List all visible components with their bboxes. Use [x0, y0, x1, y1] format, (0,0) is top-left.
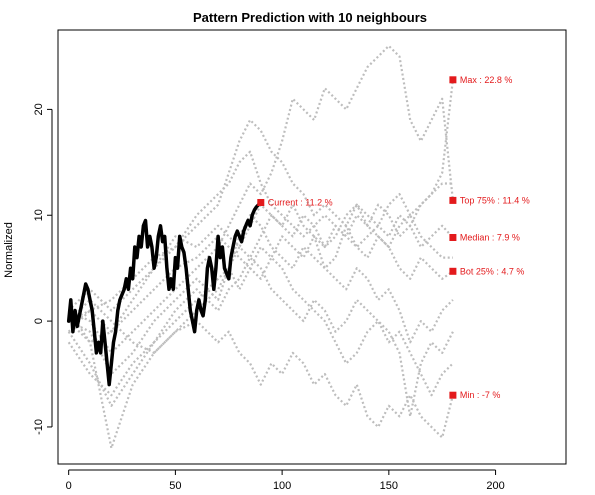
annotation-marker-4: [449, 234, 457, 241]
y-tick-label-20: 20: [33, 103, 45, 115]
chart-title: Pattern Prediction with 10 neighbours: [193, 10, 427, 25]
neighbour-series-line-3: [67, 298, 454, 439]
current-series-group: [66, 200, 263, 387]
annotation-label-4: Median : 7.9 %: [460, 233, 520, 243]
y-axis: -10 0 10 20: [33, 103, 53, 435]
y-tick-label--10: -10: [33, 419, 45, 435]
x-axis: 0 50 100 150 200: [66, 469, 505, 492]
x-tick-label-200: 200: [486, 480, 504, 492]
neighbour-series-line-6: [68, 214, 454, 376]
annotation-label-3: Top 75% : 11.4 %: [460, 195, 530, 205]
annotation-marker-3: [449, 196, 457, 204]
neighbour-series-group: [67, 44, 454, 450]
annotation-label-1: Current : 11.2 %: [268, 198, 333, 208]
plot-frame: [57, 29, 567, 465]
y-tick-label-10: 10: [33, 209, 45, 221]
y-axis-label: Normalized: [3, 222, 15, 278]
annotation-marker-6: [449, 391, 457, 399]
annotation-label-6: Min : -7 %: [460, 390, 501, 400]
neighbour-series-line-9: [67, 203, 453, 312]
annotation-group: Current : 11.2 % Max : 22.8 % Top 75% : 11…: [257, 75, 530, 400]
y-tick-label-0: 0: [33, 318, 45, 324]
neighbour-series-line-8: [67, 256, 454, 418]
annotation-marker-5: [449, 267, 457, 275]
x-tick-label-50: 50: [169, 480, 181, 492]
neighbour-series-line-5: [67, 203, 454, 450]
neighbour-series-line-10: [67, 235, 454, 397]
x-tick-label-0: 0: [66, 480, 72, 492]
neighbour-series-line-4: [67, 224, 454, 397]
neighbour-series-line-7: [68, 150, 453, 323]
x-tick-label-100: 100: [273, 480, 291, 492]
annotation-marker-2: [449, 76, 457, 84]
annotation-label-5: Bot 25% : 4.7 %: [460, 266, 525, 276]
annotation-label-2: Max : 22.8 %: [460, 75, 513, 85]
x-tick-label-150: 150: [380, 480, 398, 492]
current-series-line: [66, 200, 263, 387]
annotation-marker-1: [257, 199, 265, 206]
